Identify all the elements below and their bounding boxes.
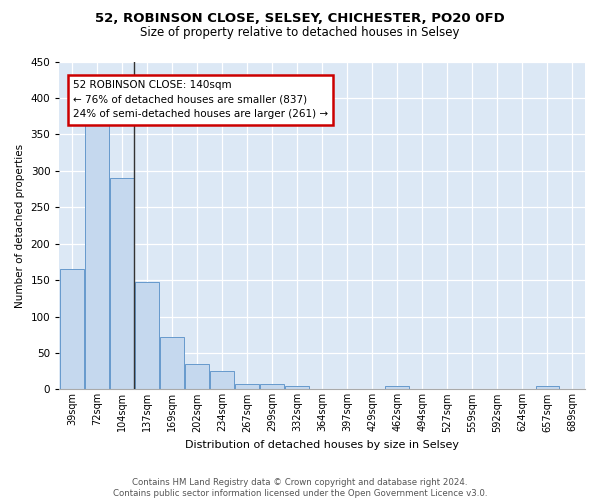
Bar <box>185 364 209 390</box>
Bar <box>160 337 184 390</box>
Bar <box>85 120 109 390</box>
X-axis label: Distribution of detached houses by size in Selsey: Distribution of detached houses by size … <box>185 440 459 450</box>
Bar <box>536 386 559 390</box>
Text: 52 ROBINSON CLOSE: 140sqm
← 76% of detached houses are smaller (837)
24% of semi: 52 ROBINSON CLOSE: 140sqm ← 76% of detac… <box>73 80 328 120</box>
Text: Size of property relative to detached houses in Selsey: Size of property relative to detached ho… <box>140 26 460 39</box>
Bar <box>235 384 259 390</box>
Bar <box>135 282 159 390</box>
Bar <box>260 384 284 390</box>
Bar <box>385 386 409 390</box>
Bar <box>110 178 134 390</box>
Bar <box>285 386 309 390</box>
Y-axis label: Number of detached properties: Number of detached properties <box>15 144 25 308</box>
Bar <box>210 371 234 390</box>
Text: 52, ROBINSON CLOSE, SELSEY, CHICHESTER, PO20 0FD: 52, ROBINSON CLOSE, SELSEY, CHICHESTER, … <box>95 12 505 26</box>
Bar <box>60 269 84 390</box>
Text: Contains HM Land Registry data © Crown copyright and database right 2024.
Contai: Contains HM Land Registry data © Crown c… <box>113 478 487 498</box>
